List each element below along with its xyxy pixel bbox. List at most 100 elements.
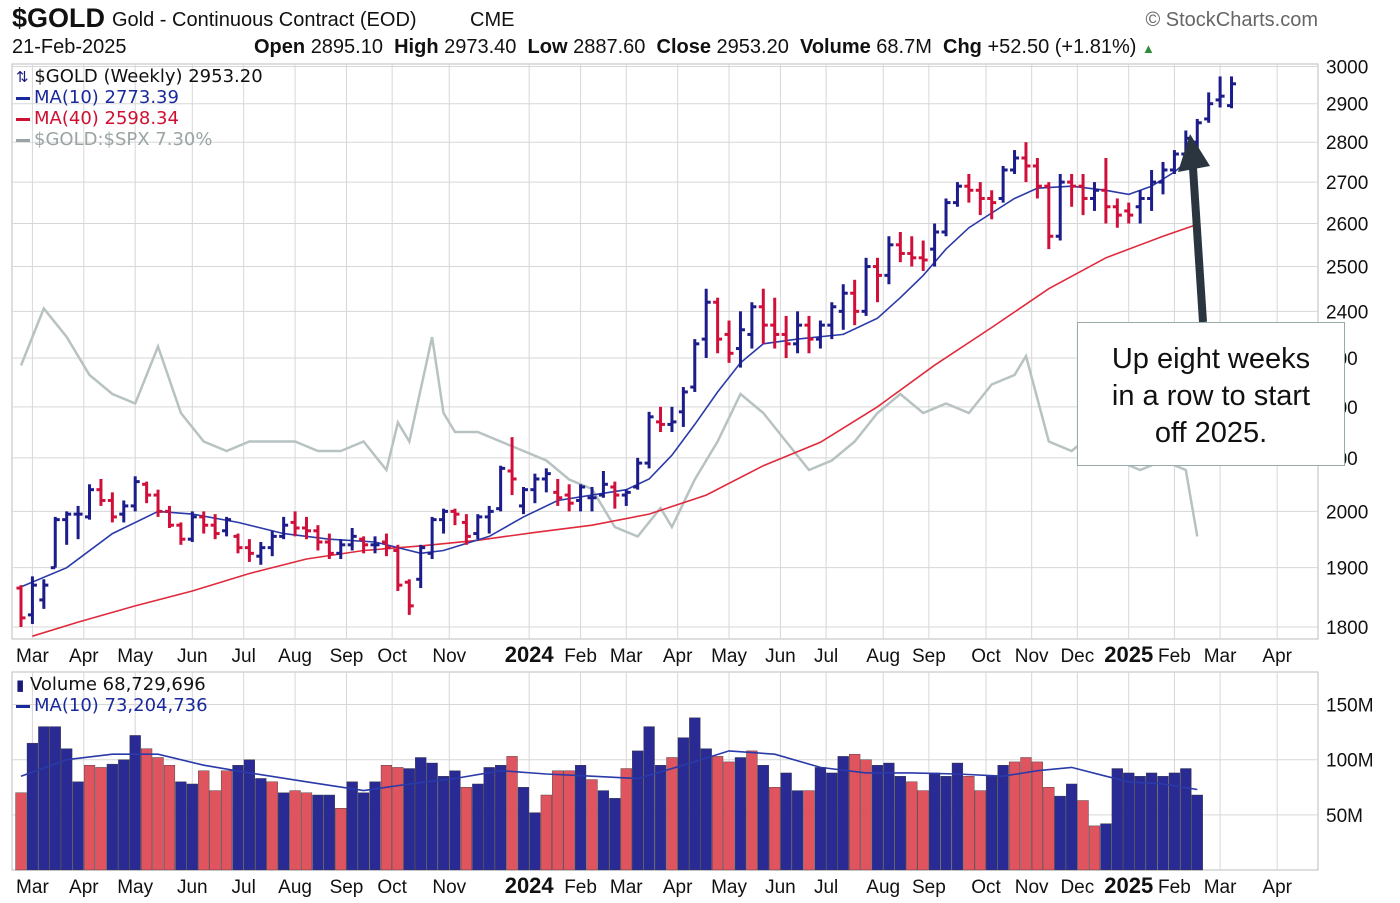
ohlc-bar	[873, 257, 882, 303]
ohlc-bar	[85, 484, 95, 520]
volume-bar	[460, 787, 472, 871]
ohlc-bar	[210, 514, 220, 540]
ohlc-bar	[1032, 157, 1042, 199]
x-tick-label: 2025	[1104, 642, 1153, 667]
volume-bar	[837, 756, 849, 871]
ohlc-bar	[244, 539, 254, 562]
volume-bar	[563, 770, 575, 871]
volume-bar	[734, 757, 747, 871]
ohlc-bar	[96, 478, 106, 506]
volume-bar	[506, 756, 518, 871]
open-value: 2895.10	[310, 36, 383, 58]
volume-bar	[677, 737, 689, 871]
volume-bar	[255, 778, 267, 871]
volume-bar	[769, 787, 781, 871]
volume-bar	[963, 776, 975, 871]
price-tick-label: 3000	[1326, 58, 1368, 79]
volume-bar	[129, 735, 141, 871]
ma10-swatch	[16, 96, 30, 100]
volume-bar	[15, 792, 27, 871]
x-tick-label: 2024	[505, 642, 555, 667]
close-label: Close	[656, 36, 711, 58]
legend-text-ma10: MA(10) 2773.39	[34, 87, 179, 108]
volume-bar	[986, 776, 998, 871]
ohlc-bar	[50, 516, 60, 570]
volume-bar	[552, 770, 564, 871]
x-tick-label: Oct	[377, 646, 407, 667]
volume-bar	[814, 767, 827, 871]
volume-bar	[175, 781, 187, 871]
x-tick-label: Mar	[16, 646, 49, 667]
annotation-line-3: off 2025.	[1154, 417, 1268, 449]
price-tick-label: 1900	[1326, 559, 1368, 580]
volume-bar	[1100, 823, 1112, 871]
ohlc-bar	[941, 198, 951, 237]
ohlc-bar	[713, 297, 723, 354]
ohlc-bar	[553, 478, 563, 506]
ohlc-bar	[656, 406, 666, 433]
ohlc-bar	[610, 481, 620, 509]
ohlc-bar	[895, 231, 905, 263]
ohlc-bar	[164, 505, 174, 528]
volume-bar	[849, 753, 861, 871]
ohlc-bar	[142, 481, 152, 504]
ohlc-bar	[701, 288, 711, 359]
ohlc-bar	[735, 311, 745, 368]
ohlc-bar	[987, 190, 997, 220]
volume-tick-label: 50M	[1326, 806, 1363, 827]
change-up-icon: ▲	[1142, 41, 1155, 56]
volume-bar	[791, 790, 804, 871]
volume-bar	[198, 770, 210, 871]
volume-bar	[723, 761, 735, 871]
volume-label: Volume	[799, 36, 871, 58]
volume-bar	[232, 765, 244, 871]
ratio-swatch	[16, 138, 30, 142]
volume-bar	[757, 765, 769, 871]
ohlc-bar	[119, 500, 129, 523]
ohlc-bar	[1215, 76, 1225, 108]
ohlc-bar	[1227, 76, 1237, 109]
ohlc-bar	[1204, 92, 1214, 123]
volume-ma-line	[20, 750, 1198, 792]
x-tick-label: Mar	[1204, 646, 1237, 667]
ohlc-bar	[290, 511, 300, 537]
ohlc-bar	[233, 533, 243, 554]
exchange-label: CME	[470, 9, 515, 31]
volume-bar	[1054, 795, 1066, 871]
change-value: +52.50 (+1.81%)	[987, 36, 1137, 58]
ohlc-bar	[975, 182, 985, 216]
volume-bar	[1134, 776, 1146, 871]
legend-item-volume: ▮ Volume 68,729,696	[16, 674, 208, 695]
volume-bar	[517, 787, 530, 871]
volume-bar	[335, 808, 347, 871]
ohlc-bar	[644, 411, 654, 469]
x-tick-label: Sep	[330, 646, 364, 667]
x-tick-label: Apr	[69, 646, 99, 667]
ohlc-bar	[587, 486, 597, 512]
volume-tick-label: 100M	[1326, 751, 1374, 772]
volume-bars	[15, 717, 1203, 871]
x-tick-label: Aug	[278, 646, 312, 667]
x-axis-volume: Mar Apr May Jun Jul Aug Sep Oct Nov 2024 Feb Mar Apr…	[16, 873, 1293, 898]
x-tick-label: Mar	[610, 646, 643, 667]
annotation-line-1: Up eight weeks	[1111, 343, 1311, 375]
ohlc-bar	[667, 406, 677, 433]
volume-bar	[609, 798, 621, 871]
volume-bar	[26, 742, 39, 871]
x-tick-label: Apr	[1262, 646, 1292, 667]
volume-bar	[95, 767, 107, 871]
volume-bar	[1145, 772, 1158, 871]
ohlc-bar	[279, 516, 289, 540]
ohlc-bar	[1010, 150, 1020, 175]
ohlc-bar	[564, 484, 574, 512]
volume-bar	[38, 726, 50, 871]
volume-bar	[1180, 768, 1192, 871]
volume-bar	[243, 759, 256, 871]
price-tick-label: 2500	[1326, 258, 1368, 279]
volume-bar	[1111, 768, 1123, 871]
x-tick-label: Aug	[866, 646, 900, 667]
x-tick-label: Jul	[814, 877, 838, 898]
x-tick-label: Mar	[1204, 877, 1237, 898]
volume-bar	[803, 790, 815, 871]
